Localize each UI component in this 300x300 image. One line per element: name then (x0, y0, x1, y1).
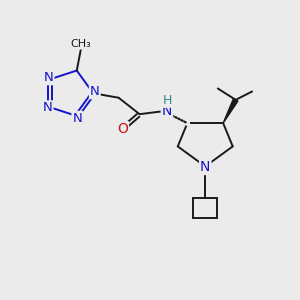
Text: N: N (200, 160, 210, 174)
Text: O: O (117, 122, 128, 136)
Text: N: N (73, 112, 82, 125)
Text: N: N (162, 103, 172, 118)
Text: CH₃: CH₃ (71, 39, 92, 49)
Text: H: H (162, 94, 172, 107)
Text: N: N (43, 101, 52, 114)
Polygon shape (223, 99, 238, 123)
Text: N: N (90, 85, 100, 98)
Text: N: N (44, 71, 53, 84)
